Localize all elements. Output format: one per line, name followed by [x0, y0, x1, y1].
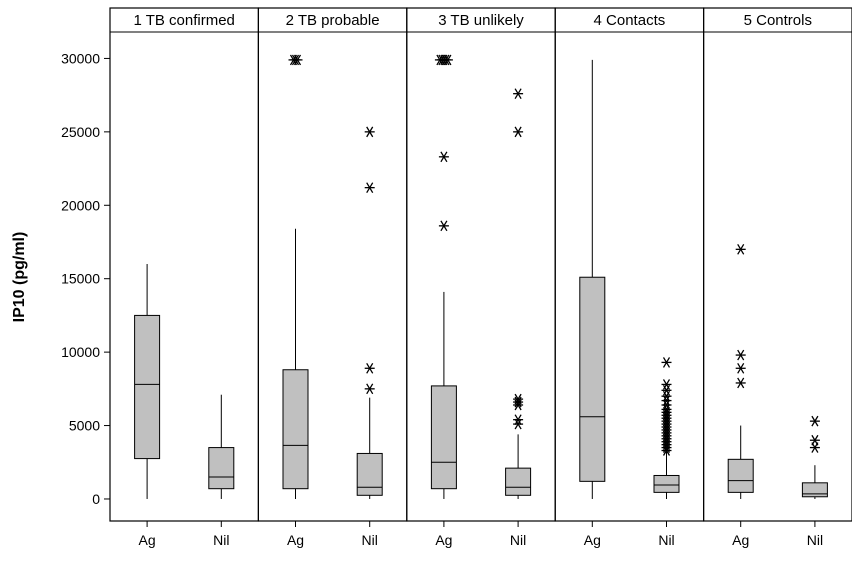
- outlier-point: [809, 415, 820, 427]
- panel-title: 4 Contacts: [594, 12, 666, 29]
- outlier-point: [735, 243, 746, 255]
- x-tick-label: Nil: [362, 532, 378, 548]
- box: [430, 385, 457, 490]
- outlier-point: [513, 414, 524, 426]
- box: [356, 452, 383, 496]
- outlier-point: [661, 357, 672, 368]
- x-tick-label: Ag: [732, 532, 749, 548]
- panel: 4 Contacts Ag Nil: [554, 7, 705, 548]
- x-tick-label: Nil: [807, 532, 823, 548]
- y-tick-label: 25000: [61, 124, 100, 140]
- outlier-point: [513, 126, 524, 138]
- outlier-point: [364, 362, 375, 374]
- box: [208, 447, 235, 490]
- outlier-point: [735, 362, 746, 374]
- outlier-point: [442, 54, 453, 66]
- outlier-point: [809, 442, 820, 453]
- x-tick-label: Nil: [213, 532, 229, 548]
- panel-title: 1 TB confirmed: [133, 12, 234, 29]
- outlier-point: [513, 393, 524, 405]
- outlier-point: [735, 349, 746, 361]
- y-tick-label: 30000: [61, 50, 100, 66]
- panel: 3 TB unlikely Ag Nil: [406, 7, 556, 548]
- y-axis: 0 5000 10000 15000 20000 25000 30000: [61, 50, 110, 507]
- outlier-point: [364, 126, 375, 138]
- box: [801, 482, 828, 498]
- outlier-point: [292, 54, 303, 66]
- panel-title: 3 TB unlikely: [438, 12, 524, 29]
- box: [653, 474, 680, 493]
- panel-frame: [554, 7, 705, 522]
- outlier-point: [438, 220, 449, 232]
- panel-frame: [406, 7, 556, 522]
- x-tick-label: Ag: [584, 532, 601, 548]
- box: [727, 458, 754, 493]
- y-tick-label: 10000: [61, 344, 100, 360]
- x-tick-label: Nil: [510, 532, 526, 548]
- panel-frame: [702, 7, 852, 522]
- x-tick-label: Nil: [658, 532, 674, 548]
- panel-title: 2 TB probable: [286, 12, 380, 29]
- x-tick-label: Ag: [139, 532, 156, 548]
- y-tick-label: 5000: [69, 418, 100, 434]
- outlier-point: [513, 88, 524, 100]
- x-tick-label: Ag: [287, 532, 304, 548]
- outlier-point: [661, 379, 672, 390]
- box: [282, 369, 309, 490]
- box: [505, 467, 532, 496]
- panel: 2 TB probable Ag Nil: [257, 7, 408, 548]
- x-tick-label: Ag: [435, 532, 452, 548]
- panel: 1 TB confirmed Ag Nil: [109, 7, 259, 548]
- panel-frame: [257, 7, 408, 522]
- panel-title: 5 Controls: [744, 12, 812, 29]
- panel: 5 Controls Ag Nil: [702, 7, 852, 548]
- box: [579, 276, 606, 482]
- box: [134, 314, 161, 460]
- outlier-point: [809, 434, 820, 446]
- y-tick-label: 0: [92, 491, 100, 507]
- outlier-point: [364, 182, 375, 193]
- outlier-point: [438, 151, 449, 163]
- outlier-point: [661, 384, 672, 396]
- y-tick-label: 20000: [61, 197, 100, 213]
- y-tick-label: 15000: [61, 271, 100, 287]
- panel-frame: [109, 7, 259, 522]
- outlier-point: [364, 383, 375, 395]
- y-axis-label: IP10 (pg/ml): [11, 232, 28, 323]
- outlier-point: [735, 377, 746, 389]
